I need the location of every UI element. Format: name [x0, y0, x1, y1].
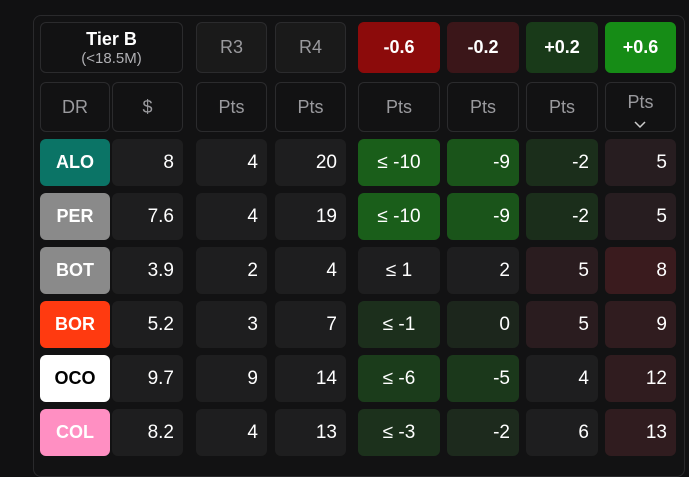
team-badge: PER: [40, 193, 110, 240]
team-badge: ALO: [40, 139, 110, 186]
tier-subtitle: (<18.5M): [81, 49, 142, 67]
value-cell: -2: [526, 193, 598, 240]
subheader: Pts: [526, 82, 598, 132]
tier-header: Tier B (<18.5M): [40, 22, 183, 73]
value-cell: 5.2: [112, 301, 183, 348]
value-cell: 4: [275, 247, 346, 294]
value-cell: 5: [526, 247, 598, 294]
value-cell: 8: [112, 139, 183, 186]
value-cell: 4: [196, 409, 267, 456]
column-header: -0.6: [358, 22, 440, 73]
subheader: Pts: [605, 82, 676, 132]
value-cell: ≤ -10: [358, 139, 440, 186]
value-cell: 8: [605, 247, 676, 294]
value-cell: 4: [526, 355, 598, 402]
value-cell: 0: [447, 301, 519, 348]
value-cell: 19: [275, 193, 346, 240]
value-cell: 3: [196, 301, 267, 348]
column-header: R3: [196, 22, 267, 73]
column-header: +0.6: [605, 22, 676, 73]
sort-chevron: [634, 121, 646, 129]
subheader: Pts: [275, 82, 346, 132]
value-cell: 6: [526, 409, 598, 456]
value-cell: 7: [275, 301, 346, 348]
subheader: DR: [40, 82, 110, 132]
value-cell: 5: [605, 139, 676, 186]
column-header: R4: [275, 22, 346, 73]
team-badge: OCO: [40, 355, 110, 402]
subheader: Pts: [447, 82, 519, 132]
value-cell: 9: [605, 301, 676, 348]
value-cell: 13: [275, 409, 346, 456]
tier-title: Tier B: [86, 28, 137, 49]
value-cell: 4: [196, 193, 267, 240]
column-header: -0.2: [447, 22, 519, 73]
value-cell: 8.2: [112, 409, 183, 456]
subheader: Pts: [196, 82, 267, 132]
value-cell: 12: [605, 355, 676, 402]
column-header: +0.2: [526, 22, 598, 73]
value-cell: 4: [196, 139, 267, 186]
value-cell: ≤ -1: [358, 301, 440, 348]
value-cell: -9: [447, 139, 519, 186]
value-cell: ≤ -3: [358, 409, 440, 456]
value-cell: 9: [196, 355, 267, 402]
value-cell: 13: [605, 409, 676, 456]
page: Tier B (<18.5M) (() => { const data = JS…: [33, 15, 685, 477]
value-cell: 5: [605, 193, 676, 240]
subheader: $: [112, 82, 183, 132]
value-cell: ≤ -10: [358, 193, 440, 240]
value-cell: 14: [275, 355, 346, 402]
value-cell: 9.7: [112, 355, 183, 402]
value-cell: -5: [447, 355, 519, 402]
value-cell: 3.9: [112, 247, 183, 294]
value-cell: 7.6: [112, 193, 183, 240]
value-cell: -2: [447, 409, 519, 456]
team-badge: BOT: [40, 247, 110, 294]
team-badge: COL: [40, 409, 110, 456]
subheader: Pts: [358, 82, 440, 132]
value-cell: ≤ -6: [358, 355, 440, 402]
value-cell: -2: [526, 139, 598, 186]
value-cell: -9: [447, 193, 519, 240]
value-cell: 2: [196, 247, 267, 294]
team-badge: BOR: [40, 301, 110, 348]
value-cell: 5: [526, 301, 598, 348]
value-cell: ≤ 1: [358, 247, 440, 294]
value-cell: 20: [275, 139, 346, 186]
value-cell: 2: [447, 247, 519, 294]
